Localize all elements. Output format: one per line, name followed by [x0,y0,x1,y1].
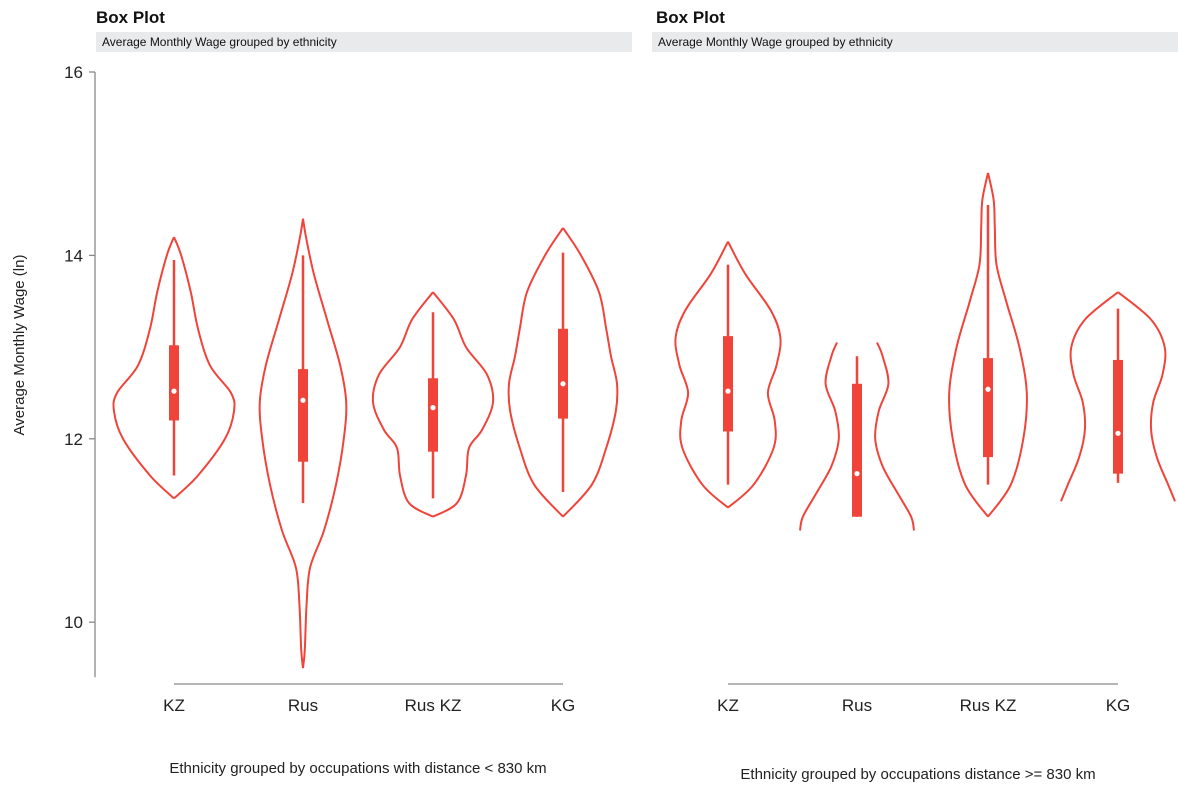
violin-right-kz-panel-1 [173,236,236,500]
panel-1-x-axis-title: Ethnicity grouped by occupations with di… [169,760,546,777]
x-tick-label-kz-panel-1: KZ [163,696,185,715]
violin-left-kz-panel-1 [112,236,175,500]
iqr-box-kg-panel-1 [558,328,568,419]
violin-right-kz-panel-2 [727,241,782,509]
panel-2-subtitle-bar [652,32,1178,52]
x-tick-label-kg-panel-2: KG [1106,696,1131,715]
median-point-kg-panel-1 [560,381,566,387]
iqr-box-rus-kz-panel-1 [428,378,438,452]
violin-left-kg-panel-2 [1060,291,1119,502]
median-point-kg-panel-2 [1115,430,1121,436]
panel-2-subtitle: Average Monthly Wage grouped by ethnicit… [658,35,893,49]
violin-left-rus-panel-2 [799,342,840,531]
median-point-kz-panel-1 [171,388,177,394]
x-tick-label-kz-panel-2: KZ [717,696,739,715]
x-tick-label-rus-kz-panel-1: Rus KZ [405,696,462,715]
panel-2-title: Box Plot [656,8,725,27]
median-point-rus-kz-panel-2 [985,386,991,392]
iqr-box-kg-panel-2 [1113,359,1123,474]
violin-left-rus-kz-panel-2 [948,172,989,518]
violin-left-rus-kz-panel-1 [371,291,434,518]
panel-1-subtitle-bar [96,32,632,52]
panel-2-x-axis-title: Ethnicity grouped by occupations distanc… [740,766,1095,783]
violin-right-rus-panel-1 [302,218,348,669]
panel-1-title: Box Plot [96,8,165,27]
iqr-box-kz-panel-1 [169,345,179,421]
y-tick-label-12: 12 [64,430,83,449]
violin-right-kg-panel-1 [562,227,619,518]
iqr-box-kz-panel-2 [723,336,733,432]
x-tick-label-rus-panel-1: Rus [288,696,318,715]
iqr-box-rus-kz-panel-2 [983,358,993,458]
violin-left-rus-panel-1 [258,218,304,669]
plot-layer: 10 12 14 16 KZ Rus Rus KZ KG KZ Rus Rus KZ KG [64,63,1176,715]
violin-left-kz-panel-2 [674,241,729,509]
panel-1-header: Box Plot Average Monthly Wage grouped by… [96,8,632,52]
iqr-box-rus-panel-2 [852,383,862,517]
violin-left-kg-panel-1 [507,227,564,518]
panel-2-header: Box Plot Average Monthly Wage grouped by… [652,8,1178,52]
median-point-rus-panel-2 [854,471,860,477]
y-tick-label-10: 10 [64,613,83,632]
violin-right-rus-panel-2 [874,342,915,531]
y-tick-label-16: 16 [64,63,83,82]
y-axis-title: Average Monthly Wage (ln) [11,255,28,436]
median-point-rus-panel-1 [300,397,306,403]
iqr-box-rus-panel-1 [298,369,308,462]
median-point-rus-kz-panel-1 [430,405,436,411]
median-point-kz-panel-2 [725,388,731,394]
x-tick-label-rus-panel-2: Rus [842,696,872,715]
x-tick-label-rus-kz-panel-2: Rus KZ [960,696,1017,715]
panel-1-subtitle: Average Monthly Wage grouped by ethnicit… [102,35,337,49]
violin-right-rus-kz-panel-2 [987,172,1028,518]
x-tick-label-kg-panel-1: KG [551,696,576,715]
y-tick-label-14: 14 [64,246,83,265]
violin-right-rus-kz-panel-1 [432,291,495,518]
violin-right-kg-panel-2 [1117,291,1176,502]
